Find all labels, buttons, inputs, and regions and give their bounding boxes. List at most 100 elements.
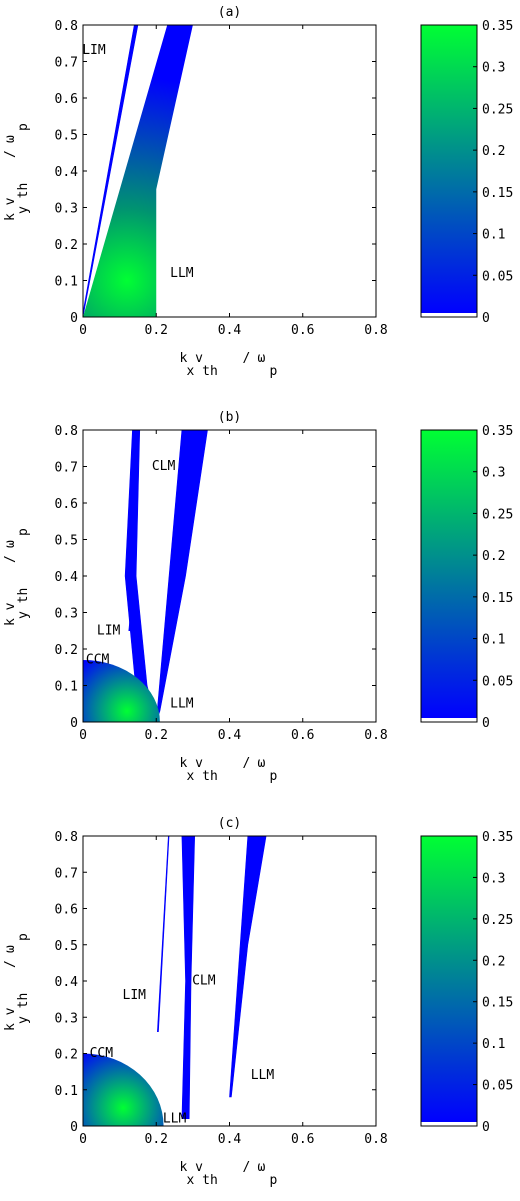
colorbar-gradient [421,25,477,313]
colorbar-tick-label: 0 [482,716,490,731]
colorbar-base [421,718,477,722]
x-label-slash: / [243,756,251,771]
y-tick-label: 0.2 [55,643,78,658]
y-axis-label: k vy th / ωp [3,528,31,626]
x-label-omega: ω [258,351,266,366]
colorbar-tick-label: 0 [482,311,490,326]
x-label-omega: ω [258,1160,266,1175]
x-tick-label: 0.4 [218,323,242,338]
x-label-slash: / [243,351,251,366]
colorbar-tick-label: 0.35 [482,424,513,439]
y-label-slash: / [3,555,18,563]
y-label-omega: ω [3,135,18,143]
region-lim [83,25,139,317]
colorbar-tick-label: 0.05 [482,1079,513,1094]
y-tick-label: 0 [70,716,78,731]
x-tick-label: 0 [79,728,87,743]
colorbar-base [421,313,477,317]
y-tick-label: 0.4 [55,975,79,990]
y-label-omega-sub: p [16,123,31,131]
y-tick-label: 0.5 [55,534,78,549]
y-label-main: k v [3,197,18,221]
colorbar-tick-label: 0.3 [482,466,505,481]
x-tick-label: 0.6 [291,1132,314,1147]
y-tick-label: 0.4 [55,570,79,585]
y-label-sub: y th [16,588,31,619]
x-tick-label: 0.2 [145,1132,168,1147]
y-label-slash: / [3,150,18,158]
colorbar-tick-label: 0.15 [482,996,513,1011]
annotation-lim: LIM [123,988,147,1003]
y-label-main: k v [3,1007,18,1031]
colorbar-tick-label: 0.1 [482,633,505,648]
y-label-slash: / [3,960,18,968]
panel-c: (c) 0 0.2 0.4 0.6 0.8 0 0.1 0.2 0.3 0.4 0.5 0.6 0.7 0.… [3,816,513,1188]
x-axis-label: k vx th / ωp [180,756,278,784]
x-axis-label: k vx th / ωp [180,351,278,379]
y-tick-label: 0.3 [55,607,78,622]
y-tick-label: 0.1 [55,680,78,695]
x-tick-label: 0.8 [364,323,387,338]
x-tick-label: 0 [79,323,87,338]
region-clm [181,836,196,1120]
annotation-ccm: CCM [86,653,110,668]
colorbar-frame [420,24,478,318]
x-tick-label: 0.6 [291,323,314,338]
y-label-omega-sub: p [16,933,31,941]
panel-label: (b) [218,410,241,425]
y-label-omega-sub: p [16,528,31,536]
y-label-omega: ω [3,945,18,953]
y-tick-label: 0.2 [55,1048,78,1063]
x-label-main: k v [180,756,204,771]
colorbar-tick-label: 0.35 [482,830,513,845]
colorbar-tick-label: 0.25 [482,507,513,522]
annotation-llm: LLM [251,1068,275,1083]
colorbar-tick-label: 0.2 [482,549,505,564]
colorbar-tick-label: 0.25 [482,102,513,117]
x-tick-label: 0.4 [218,1132,242,1147]
colorbar-frame [420,429,478,723]
y-tick-label: 0.3 [55,1011,78,1026]
colorbar-tick-label: 0.1 [482,1037,505,1052]
colorbar-tick-label: 0.3 [482,871,505,886]
colorbar-tick-label: 0.05 [482,269,513,284]
y-tick-label: 0.5 [55,129,78,144]
y-axis-label: k vy th / ωp [3,933,31,1031]
x-label-main: k v [180,351,204,366]
panel-b: (b) 0 0.2 0.4 0.6 0.8 0 0.1 0.2 0.3 0.4 0.5 0.6 0.7 0.… [3,410,513,784]
annotation-llm: LLM [170,696,194,711]
x-tick-label: 0.8 [364,728,387,743]
y-tick-label: 0.3 [55,202,78,217]
annotation-llm: LLM [170,266,194,281]
x-label-sub: x th [187,364,218,379]
x-tick-label: 0.2 [145,323,168,338]
y-tick-label: 0.8 [55,424,78,439]
colorbar-base [421,1122,477,1126]
y-label-omega: ω [3,540,18,548]
x-label-sub: x th [187,1173,218,1188]
regions [83,430,208,722]
y-tick-label: 0.8 [55,830,78,845]
y-tick-label: 0.7 [55,461,78,476]
x-label-omega-sub: p [270,1173,278,1188]
colorbar-tick-label: 0.15 [482,591,513,606]
colorbar-tick-label: 0.35 [482,19,513,34]
region-llm [155,430,208,722]
x-label-slash: / [243,1160,251,1175]
colorbar-gradient [421,430,477,718]
y-tick-label: 0 [70,1120,78,1135]
y-label-main: k v [3,602,18,626]
region-ccm [83,1053,164,1126]
region-llm [229,836,267,1098]
colorbar-frame [420,835,478,1127]
colorbar-tick-label: 0.3 [482,61,505,76]
y-axis-label: k vy th / ωp [3,123,31,221]
colorbar-tick-label: 0.2 [482,144,505,159]
colorbar-tick-label: 0.2 [482,954,505,969]
y-tick-label: 0.6 [55,92,78,107]
y-tick-label: 0.5 [55,939,78,954]
annotation-llm: LLM [163,1111,187,1126]
y-label-sub: y th [16,183,31,214]
annotation-lim: LIM [97,623,121,638]
